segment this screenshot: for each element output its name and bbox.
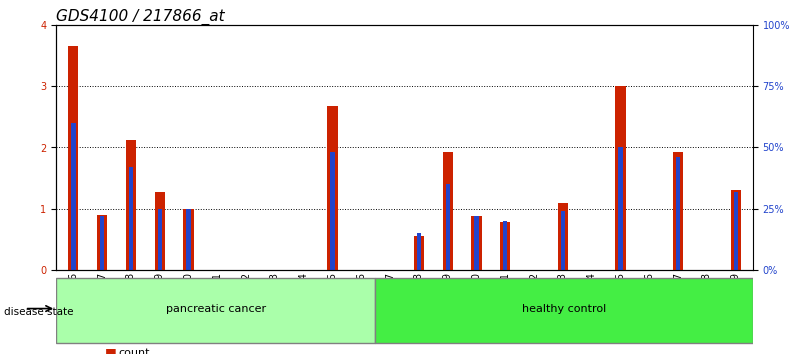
Bar xyxy=(734,192,738,270)
Bar xyxy=(474,216,479,270)
Text: pancreatic cancer: pancreatic cancer xyxy=(166,304,266,314)
Bar xyxy=(158,209,162,270)
Bar xyxy=(97,215,107,270)
Bar xyxy=(618,148,622,270)
Bar xyxy=(561,211,565,270)
Bar xyxy=(126,140,136,270)
Bar xyxy=(501,222,510,270)
Bar xyxy=(673,152,683,270)
Text: GDS4100 / 217866_at: GDS4100 / 217866_at xyxy=(56,8,225,25)
Bar xyxy=(472,216,481,270)
Bar xyxy=(445,184,450,270)
Text: ■: ■ xyxy=(105,346,117,354)
Text: healthy control: healthy control xyxy=(522,304,606,314)
Bar xyxy=(187,209,191,270)
Text: count: count xyxy=(119,348,151,354)
Text: disease state: disease state xyxy=(4,307,74,316)
FancyBboxPatch shape xyxy=(56,278,376,343)
Bar xyxy=(443,152,453,270)
Bar xyxy=(155,192,165,270)
FancyBboxPatch shape xyxy=(376,278,753,343)
Bar xyxy=(328,106,337,270)
Bar xyxy=(417,233,421,270)
Bar xyxy=(183,209,194,270)
Bar xyxy=(503,221,508,270)
Bar xyxy=(100,216,104,270)
Bar xyxy=(414,236,424,270)
Bar xyxy=(68,46,78,270)
Bar xyxy=(676,157,680,270)
Bar xyxy=(731,190,741,270)
Bar xyxy=(71,123,75,270)
Bar xyxy=(330,153,335,270)
Bar xyxy=(615,86,626,270)
Bar xyxy=(557,203,568,270)
Bar xyxy=(129,167,133,270)
